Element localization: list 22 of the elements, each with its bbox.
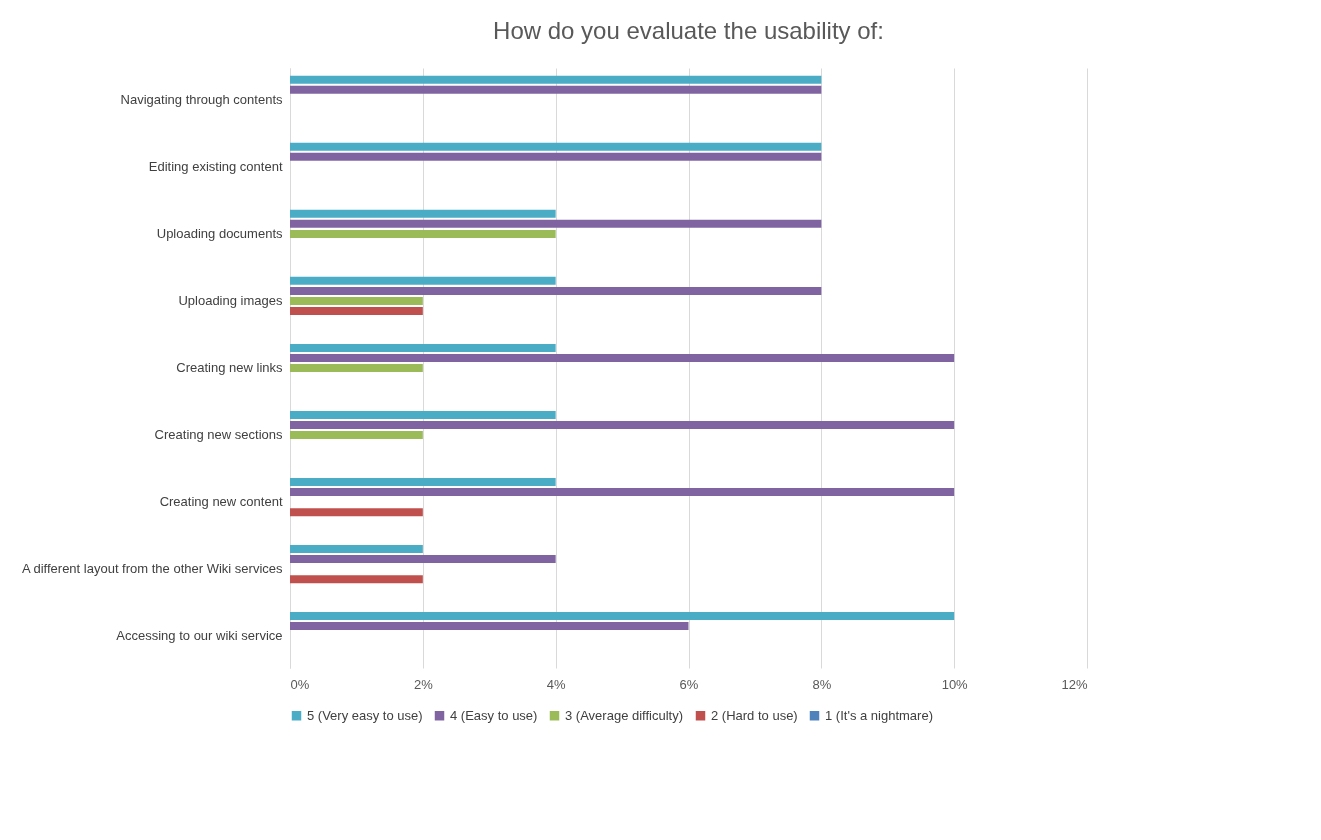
- chart-title: How do you evaluate the usability of:: [493, 17, 884, 44]
- legend-label: 4 (Easy to use): [450, 707, 538, 723]
- y-tick-label: Uploading documents: [156, 225, 283, 241]
- x-tick-label: 10%: [941, 676, 969, 692]
- y-tick-label: Navigating through contents: [120, 91, 283, 107]
- legend-label: 5 (Very easy to use): [307, 707, 423, 723]
- legend-label: 3 (Average difficulty): [565, 707, 684, 723]
- x-tick-label: 12%: [1061, 676, 1088, 692]
- y-tick-label: Uploading images: [178, 292, 283, 308]
- x-tick-label: 6%: [679, 676, 699, 692]
- x-tick-label: 4%: [546, 676, 566, 692]
- x-tick-label: 0%: [290, 676, 310, 692]
- legend-label: 2 (Hard to use): [711, 707, 798, 723]
- y-tick-label: Creating new sections: [154, 427, 283, 443]
- y-tick-label: A different layout from the other Wiki services: [21, 561, 283, 577]
- legend-label: 1 (It's a nightmare): [825, 707, 933, 723]
- y-tick-label: Accessing to our wiki service: [116, 628, 283, 644]
- y-tick-label: Creating new content: [159, 494, 283, 510]
- y-tick-label: Editing existing content: [148, 158, 283, 174]
- x-tick-label: 2%: [413, 676, 434, 692]
- x-tick-label: 8%: [812, 676, 832, 692]
- y-tick-label: Creating new links: [176, 360, 283, 375]
